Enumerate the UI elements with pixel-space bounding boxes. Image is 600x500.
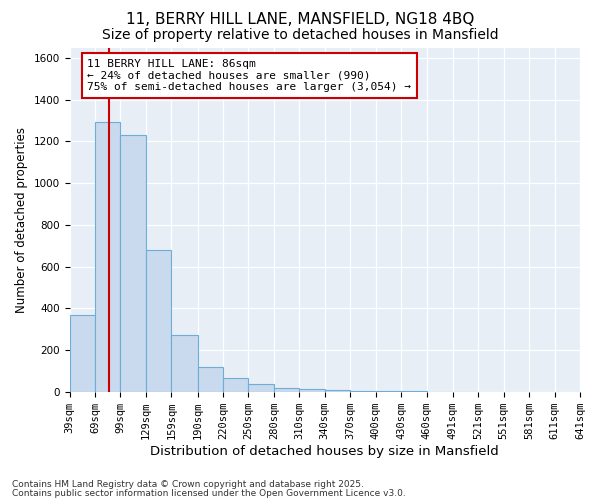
Bar (197, 366, 223, 392)
Text: Contains HM Land Registry data © Crown copyright and database right 2025.: Contains HM Land Registry data © Crown c… (12, 480, 364, 489)
Bar (95, 122, 121, 392)
Bar (121, 135, 146, 392)
Bar (299, 389, 325, 392)
Bar (171, 336, 197, 392)
Bar (350, 391, 376, 392)
Text: Size of property relative to detached houses in Mansfield: Size of property relative to detached ho… (101, 28, 499, 42)
Bar (146, 250, 171, 392)
Bar (274, 388, 299, 392)
Bar (223, 378, 248, 392)
Text: 11 BERRY HILL LANE: 86sqm
← 24% of detached houses are smaller (990)
75% of semi: 11 BERRY HILL LANE: 86sqm ← 24% of detac… (88, 59, 412, 92)
Bar (325, 390, 350, 392)
Text: Contains public sector information licensed under the Open Government Licence v3: Contains public sector information licen… (12, 489, 406, 498)
Y-axis label: Number of detached properties: Number of detached properties (15, 126, 28, 312)
Text: 11, BERRY HILL LANE, MANSFIELD, NG18 4BQ: 11, BERRY HILL LANE, MANSFIELD, NG18 4BQ (126, 12, 474, 28)
Bar (70, 314, 95, 392)
X-axis label: Distribution of detached houses by size in Mansfield: Distribution of detached houses by size … (151, 444, 499, 458)
Bar (248, 384, 274, 392)
